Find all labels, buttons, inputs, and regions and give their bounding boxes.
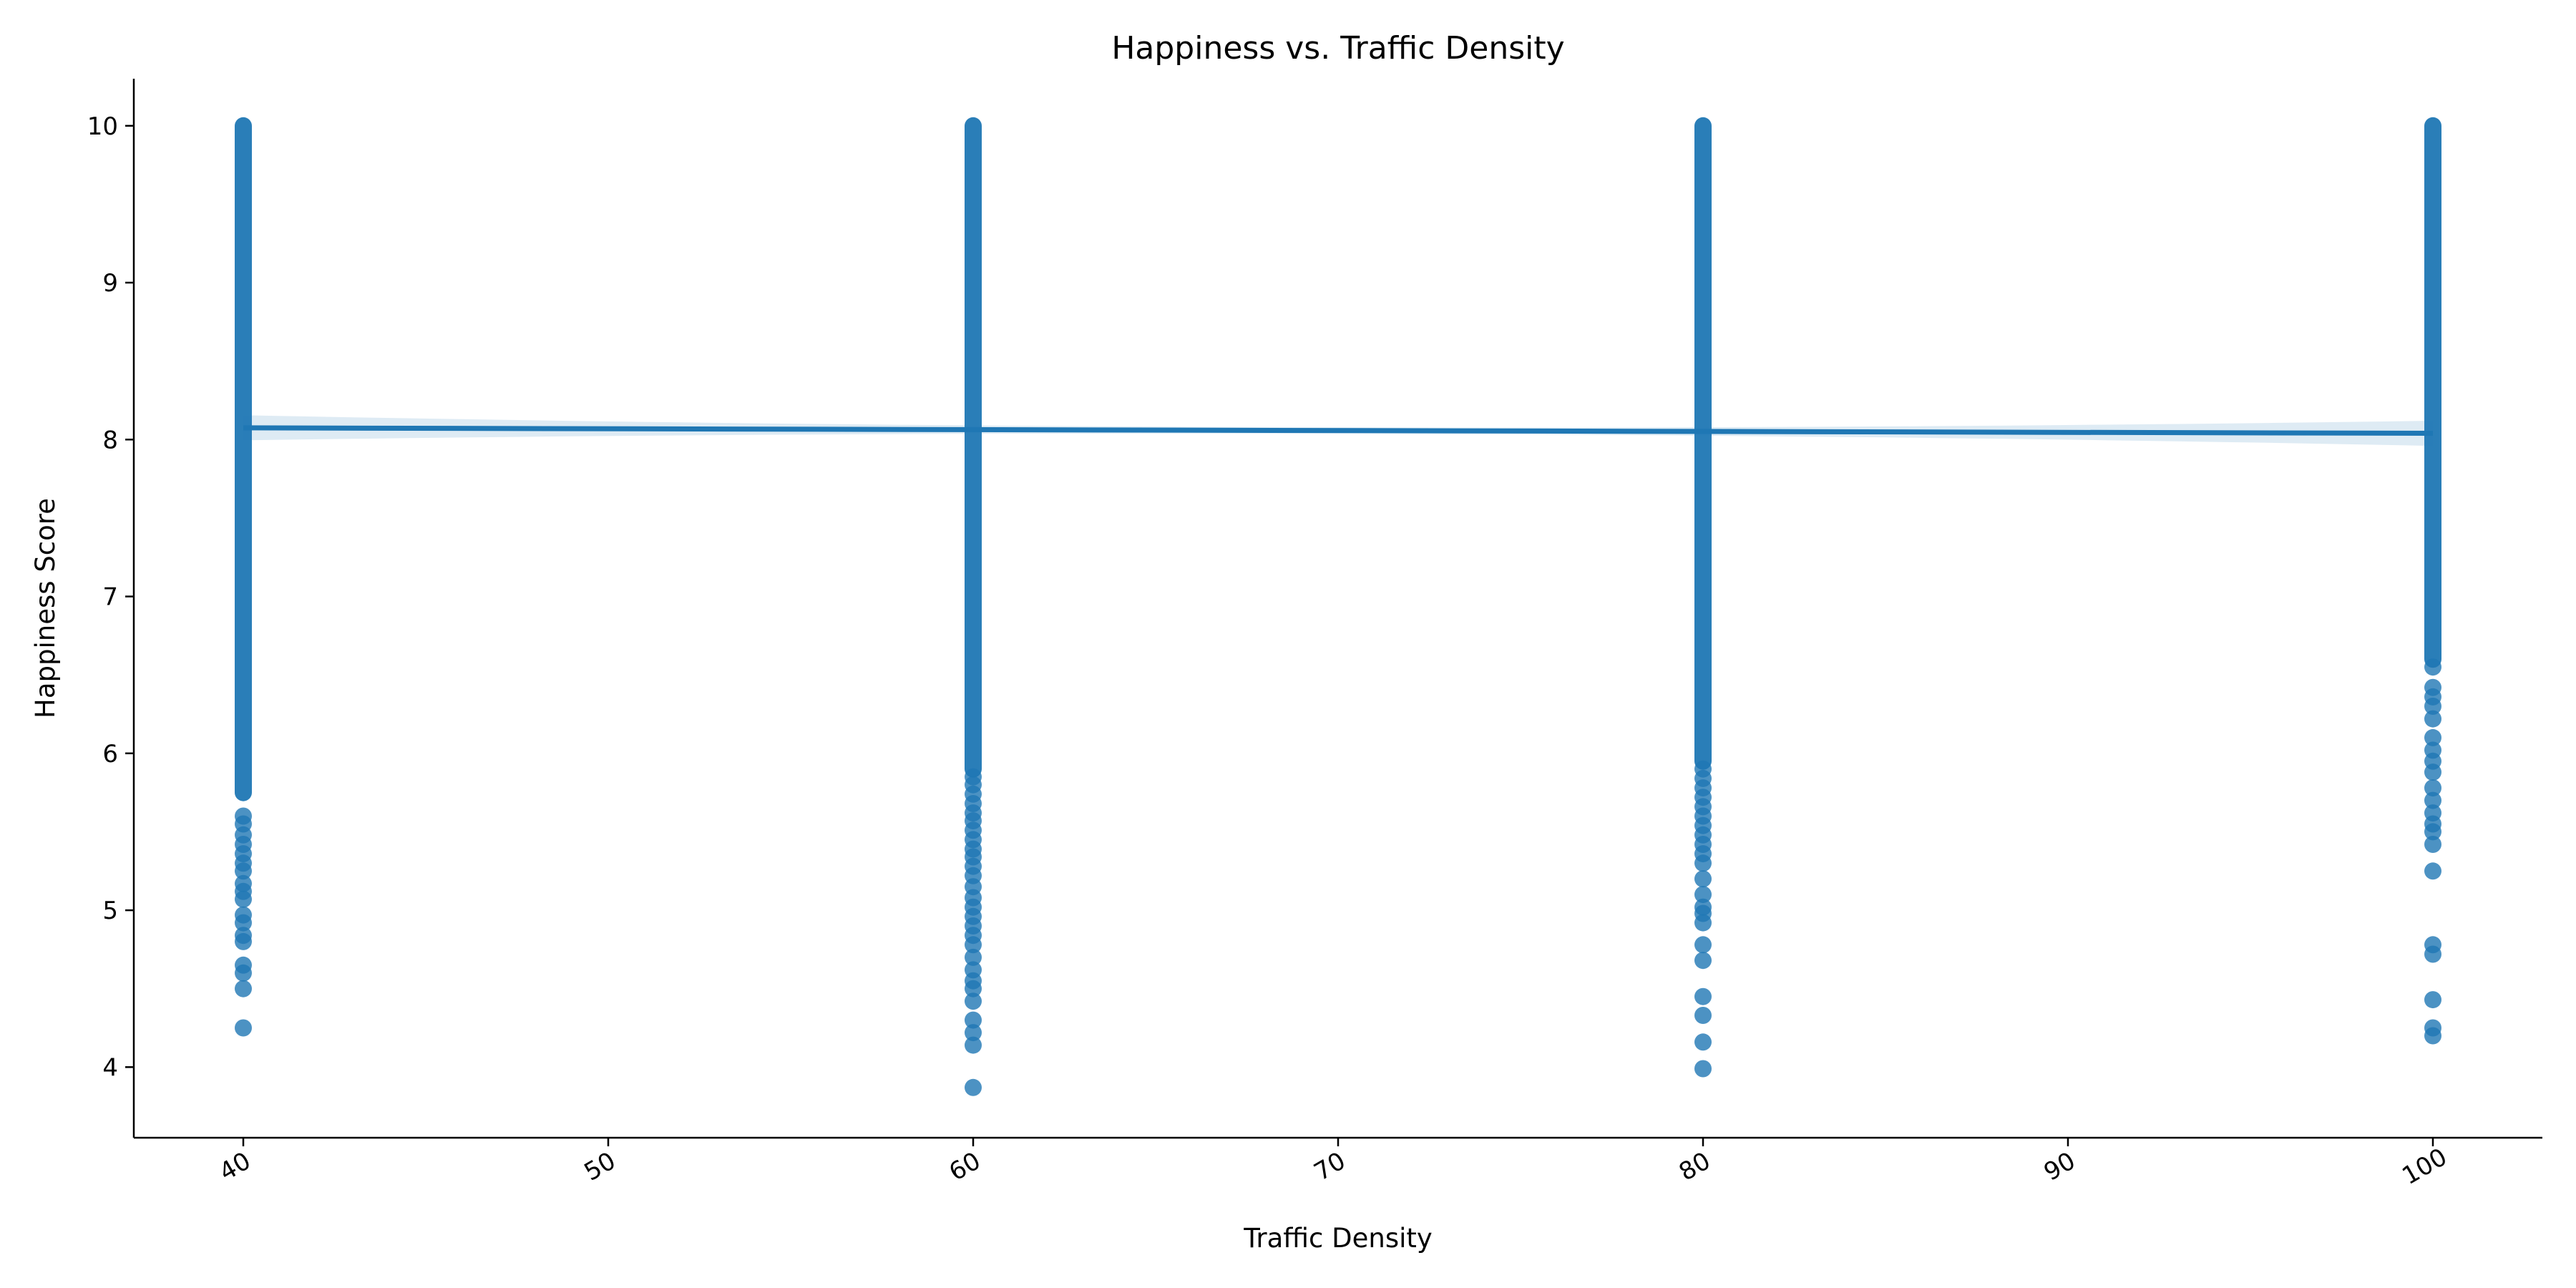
y-tick-label: 10 [87, 112, 118, 141]
y-tick-label: 9 [102, 269, 118, 298]
y-tick-label: 6 [102, 740, 118, 769]
data-point-column-80 [1694, 117, 1712, 770]
data-point-column-40 [235, 117, 252, 801]
data-point-column-60 [965, 117, 982, 778]
data-point [965, 936, 982, 954]
scatter-points-layer [235, 117, 2441, 1096]
data-point [235, 862, 252, 880]
data-point [1694, 1060, 1712, 1078]
regression-line [243, 425, 2434, 436]
data-point [235, 964, 252, 982]
data-point [235, 1019, 252, 1037]
data-point [2424, 862, 2441, 880]
data-point [2424, 710, 2441, 728]
y-tick-label: 4 [102, 1053, 118, 1082]
chart-title: Happiness vs. Traffic Density [1111, 30, 1564, 67]
data-point [2424, 698, 2441, 715]
data-point [965, 980, 982, 997]
data-point [965, 992, 982, 1010]
data-point [1694, 987, 1712, 1005]
data-point [1694, 1033, 1712, 1051]
data-point [1694, 1007, 1712, 1024]
data-point [965, 948, 982, 966]
y-ticks-layer: 4 5 6 7 8 9 10 [87, 112, 134, 1082]
data-point [1694, 854, 1712, 872]
y-tick-label: 7 [102, 583, 118, 612]
data-point [965, 1011, 982, 1029]
data-point [2424, 763, 2441, 781]
data-point [235, 980, 252, 997]
data-point [965, 1078, 982, 1096]
data-point [965, 1024, 982, 1042]
data-point [235, 914, 252, 932]
data-point [2424, 945, 2441, 963]
data-point [2424, 836, 2441, 853]
data-point [235, 890, 252, 908]
data-point [1694, 914, 1712, 932]
data-point [2424, 1027, 2441, 1045]
data-point [1694, 870, 1712, 888]
data-point [2424, 791, 2441, 809]
data-point [2424, 779, 2441, 797]
y-tick-label: 5 [102, 897, 118, 925]
data-point [2424, 658, 2441, 676]
data-point [965, 1036, 982, 1054]
data-point [1694, 936, 1712, 954]
data-point [2424, 991, 2441, 1009]
data-point-column-100 [2424, 117, 2441, 668]
data-point [2424, 728, 2441, 746]
regression-line-layer [243, 425, 2434, 436]
data-point [2424, 823, 2441, 841]
data-point [1694, 952, 1712, 970]
y-tick-label: 8 [102, 426, 118, 454]
data-point [235, 932, 252, 950]
y-axis-label: Happiness Score [30, 498, 61, 718]
x-axis-label: Traffic Density [1243, 1223, 1433, 1254]
data-point [1694, 886, 1712, 904]
